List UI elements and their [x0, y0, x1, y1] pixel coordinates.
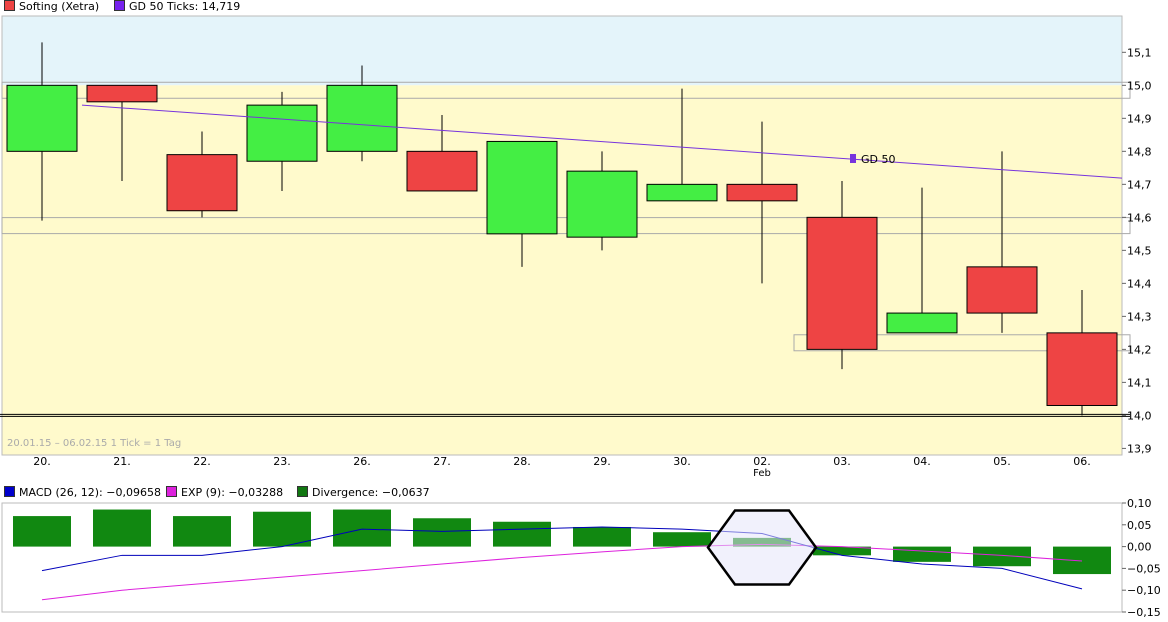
candle-up: [326, 84, 398, 152]
x-tick-label: 03.: [833, 455, 851, 468]
y-tick-label: 0,10: [1127, 497, 1152, 510]
y-tick-label: 14,1: [1127, 376, 1152, 389]
divergence-bar: [813, 546, 871, 556]
divergence-bar: [973, 546, 1031, 567]
price-panel: 15,1 15,0 14,9 14,8 14,7 14,6 14,5 14,4 14,3 14,2…: [0, 15, 1152, 479]
x-tick-label: 30.: [673, 455, 691, 468]
y-tick-label: −0,15: [1127, 606, 1161, 619]
candle-down: [726, 183, 798, 202]
lower-zone-background: [2, 85, 1122, 455]
candle-up: [566, 170, 638, 238]
y-tick-label: 14,3: [1127, 310, 1152, 323]
y-tick-label: 0,05: [1127, 519, 1152, 532]
level-band: [1, 81, 1131, 99]
candle-down: [1046, 332, 1118, 406]
gd50-line: [81, 104, 1123, 179]
macd-panel: 0,10 0,05 0,00 −0,05 −0,10 −0,15: [1, 497, 1161, 619]
x-tick-label: 27.: [433, 455, 451, 468]
candle-down: [966, 266, 1038, 314]
x-tick-label: 21.: [113, 455, 131, 468]
divergence-bar: [493, 521, 551, 547]
divergence-bar: [253, 511, 311, 547]
legend-label-divergence: Divergence: −0,0637: [312, 486, 430, 499]
legend-item-softing[interactable]: Softing (Xetra): [4, 0, 99, 14]
candle-down: [166, 154, 238, 212]
candle-down: [406, 150, 478, 192]
y-tick-label: 14,7: [1127, 178, 1152, 191]
macd-panel-frame: [1, 502, 1123, 613]
x-sub-label: Feb: [753, 468, 771, 479]
y-tick-label: −0,05: [1127, 562, 1161, 575]
legend-label-macd: MACD (26, 12): −0,09658: [19, 486, 161, 499]
legend-item-gd50[interactable]: GD 50 Ticks: 14,719: [114, 0, 240, 14]
divergence-bar: [93, 509, 151, 547]
divergence-bar: [413, 518, 471, 547]
y-tick-label: 13,9: [1127, 442, 1152, 455]
blue-square-icon: [4, 486, 15, 497]
x-tick-label: 28.: [513, 455, 531, 468]
y-tick-label: 0,00: [1127, 541, 1152, 554]
purple-square-icon: [114, 0, 125, 11]
y-tick-label: 14,2: [1127, 343, 1152, 356]
y-tick-label: 15,0: [1127, 79, 1152, 92]
period-label: 20.01.15 – 06.02.15 1 Tick = 1 Tag: [7, 438, 181, 449]
candle-up: [486, 140, 558, 235]
divergence-bar: [1053, 546, 1111, 575]
upper-zone-background: [2, 16, 1122, 86]
x-tick-label: 22.: [193, 455, 211, 468]
divergence-bar: [173, 516, 231, 547]
legend-label-exp: EXP (9): −0,03288: [181, 486, 284, 499]
legend-label-softing: Softing (Xetra): [19, 0, 100, 13]
y-tick-label: −0,10: [1127, 584, 1161, 597]
x-tick-label: 02.: [753, 455, 771, 468]
x-tick-label: 04.: [913, 455, 931, 468]
legend-label-gd50: GD 50 Ticks: 14,719: [129, 0, 241, 13]
y-tick-label: 14,8: [1127, 145, 1152, 158]
y-tick-label: 14,4: [1127, 277, 1152, 290]
y-tick-label: 15,1: [1127, 46, 1152, 59]
y-tick-label: 14,9: [1127, 112, 1152, 125]
candle-down: [86, 84, 158, 103]
macd-line: [41, 526, 1083, 590]
candle-up: [646, 183, 718, 202]
candle-up: [246, 104, 318, 162]
divergence-bar: [653, 532, 711, 547]
legend-item-exp[interactable]: EXP (9): −0,03288: [166, 486, 283, 500]
x-tick-label: 23.: [273, 455, 291, 468]
red-square-icon: [4, 0, 15, 11]
y-tick-label: 14,5: [1127, 244, 1152, 257]
x-tick-label: 05.: [993, 455, 1011, 468]
gd50-label: GD 50: [861, 153, 896, 166]
x-tick-label: 29.: [593, 455, 611, 468]
y-tick-label: 14,6: [1127, 211, 1152, 224]
legend-item-divergence[interactable]: Divergence: −0,0637: [297, 486, 430, 500]
x-tick-label: 20.: [33, 455, 51, 468]
divergence-bar: [13, 516, 71, 547]
x-tick-label: 06.: [1073, 455, 1091, 468]
exp-line: [41, 543, 1083, 601]
legend-item-macd[interactable]: MACD (26, 12): −0,09658: [4, 486, 161, 500]
price-panel-frame: [1, 15, 1123, 456]
divergence-bar: [893, 546, 951, 562]
hexagon-marker: [706, 509, 818, 586]
y-tick-label: 14,0: [1127, 409, 1152, 422]
candle-up: [886, 312, 958, 334]
divergence-bar: [573, 526, 631, 547]
candle-down: [806, 216, 878, 350]
level-band: [1, 217, 1131, 235]
x-tick-label: 26.: [353, 455, 371, 468]
magenta-square-icon: [166, 486, 177, 497]
level-band: [793, 334, 1131, 352]
candle-up: [6, 84, 78, 152]
green-square-icon: [297, 486, 308, 497]
gd50-marker: [850, 153, 856, 163]
divergence-bar: [333, 509, 391, 547]
